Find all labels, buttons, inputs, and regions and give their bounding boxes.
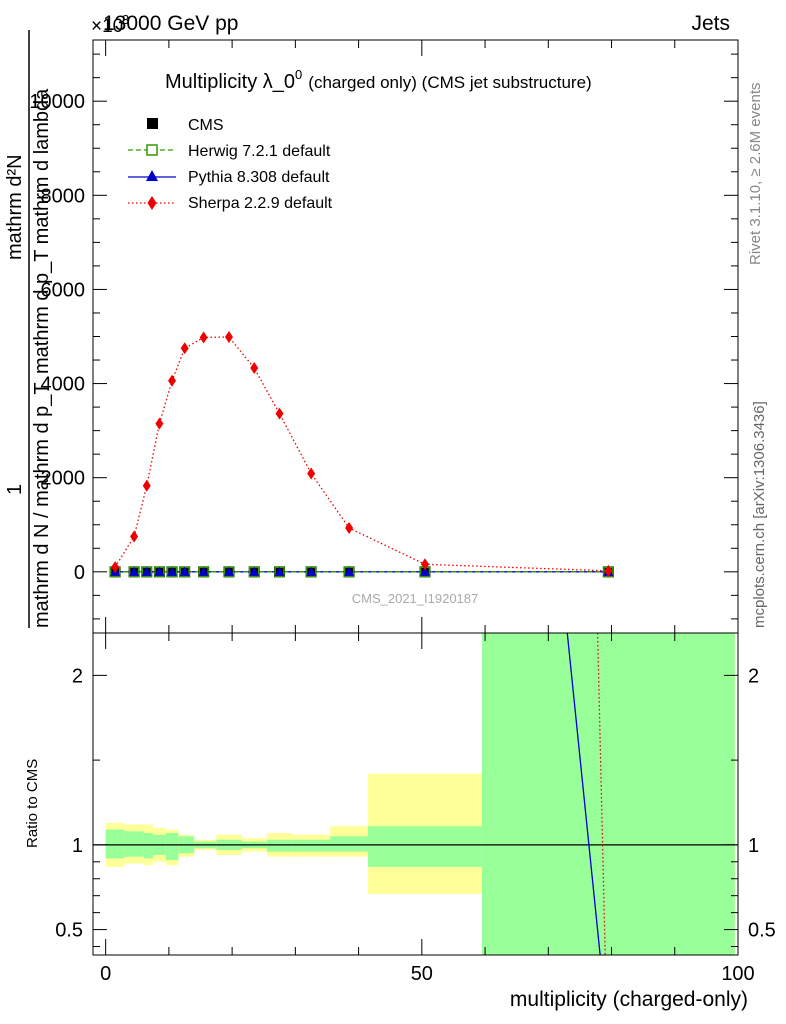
pythia-point xyxy=(141,566,152,576)
x-axis-label: multiplicity (charged-only) xyxy=(510,988,748,1011)
pythia-point xyxy=(419,566,430,576)
x-tick-label: 100 xyxy=(721,963,754,985)
legend-pythia: Pythia 8.308 default xyxy=(128,169,330,186)
header-right: Jets xyxy=(691,12,730,35)
ratio-y-tick-label: 2 xyxy=(72,665,83,687)
analysis-watermark: CMS_2021_I1920187 xyxy=(352,591,479,606)
ratio-y-tick-label-right: 1 xyxy=(748,835,759,857)
main-y-tick-label: 8000 xyxy=(41,185,86,207)
x-tick-label: 0 xyxy=(100,963,111,985)
main-y-tick-label: 10000 xyxy=(29,91,85,113)
ratio-band-inner xyxy=(292,839,331,852)
main-series-layer xyxy=(109,330,614,578)
pythia-point xyxy=(129,566,140,576)
main-plot-title: Multiplicity λ_00 (charged only) (CMS jet… xyxy=(165,67,592,93)
legend: CMS Herwig 7.2.1 default Pythia 8.308 de… xyxy=(128,117,333,212)
ratio-x-axis: 0 50 100 xyxy=(100,633,755,985)
ratio-sherpa-line xyxy=(596,632,606,956)
y-exponent-power: 3 xyxy=(122,12,129,27)
sherpa-point xyxy=(168,374,177,387)
sherpa-point xyxy=(307,467,316,480)
main-y-tick-label: 0 xyxy=(74,562,85,584)
sherpa-point xyxy=(199,331,208,344)
ratio-series-layer xyxy=(93,632,738,956)
y-label-top: mathrm d²N xyxy=(4,154,26,260)
sherpa-point xyxy=(420,558,429,571)
ratio-band-inner xyxy=(105,829,125,859)
pythia-point xyxy=(223,566,234,576)
sherpa-point xyxy=(180,342,189,355)
ratio-band-inner xyxy=(368,826,482,867)
pythia-point xyxy=(198,566,209,576)
pythia-point xyxy=(154,566,165,576)
ratio-plot-frame xyxy=(92,632,739,956)
ratio-pythia-line xyxy=(566,632,601,956)
sherpa-point xyxy=(130,530,139,543)
legend-sherpa: Sherpa 2.2.9 default xyxy=(128,195,333,212)
sherpa-point xyxy=(604,564,613,577)
sherpa-point xyxy=(275,407,284,420)
sherpa-line xyxy=(114,336,609,572)
main-y-tick-label: 4000 xyxy=(41,374,86,396)
y-exponent-base: ×10 xyxy=(91,16,123,37)
legend-herwig-marker xyxy=(146,144,158,156)
sherpa-point xyxy=(155,417,164,430)
rivet-label: Rivet 3.1.10, ≥ 2.6M events xyxy=(747,83,764,266)
ratio-y-tick-label-right: 0.5 xyxy=(748,920,776,942)
sherpa-point xyxy=(142,479,151,492)
ratio-y-tick-label: 1 xyxy=(72,835,83,857)
pythia-point xyxy=(249,566,260,576)
y-label-one: 1 xyxy=(4,484,26,495)
y-label-bottom: mathrm d N / mathrm d p_T xyxy=(31,382,53,628)
ratio-band-inner xyxy=(266,839,293,852)
x-tick-label: 50 xyxy=(411,963,433,985)
sherpa-point xyxy=(345,522,354,535)
legend-sherpa-marker xyxy=(147,196,157,210)
ratio-band-inner xyxy=(143,832,154,859)
sherpa-point xyxy=(111,561,120,574)
pythia-point xyxy=(167,566,178,576)
ratio-y-axis: 0.5 0.5 1 1 2 2 xyxy=(55,665,776,948)
y-exponent: ×10 3 xyxy=(91,12,129,37)
legend-herwig: Herwig 7.2.1 default xyxy=(128,143,331,160)
legend-cms-marker xyxy=(147,118,158,129)
pythia-point xyxy=(179,566,190,576)
legend-herwig-label: Herwig 7.2.1 default xyxy=(188,143,331,160)
main-x-ticks xyxy=(105,40,739,633)
ratio-band-inner xyxy=(330,836,369,852)
header-left: 13000 GeV pp xyxy=(103,12,238,35)
legend-pythia-marker xyxy=(146,170,158,181)
title-note: (charged only) (CMS jet substructure) xyxy=(308,73,591,92)
legend-sherpa-label: Sherpa 2.2.9 default xyxy=(188,195,333,212)
sherpa-point xyxy=(250,362,259,375)
ratio-band-inner xyxy=(481,633,735,955)
ratio-band-inner xyxy=(124,831,144,857)
ratio-plot-panel: 0.5 0.5 1 1 2 2 0 50 100 Ratio to CMS multiplic… xyxy=(24,632,776,1011)
main-y-tick-label: 2000 xyxy=(41,468,86,490)
legend-cms: CMS xyxy=(147,117,224,134)
mcplots-label: mcplots.cern.ch [arXiv:1306.3436] xyxy=(751,401,768,628)
legend-pythia-label: Pythia 8.308 default xyxy=(188,169,330,186)
title-power: 0 xyxy=(295,67,302,82)
main-y-axis-label: mathrm d²N mathrm d p_T mathrm d lambda … xyxy=(4,30,53,628)
ratio-band-inner xyxy=(165,832,179,861)
title-main: Multiplicity λ_0 xyxy=(165,71,295,93)
ratio-y-axis-label: Ratio to CMS xyxy=(24,759,41,848)
y-label-mid: mathrm d p_T mathrm d lambda xyxy=(31,88,53,374)
ratio-y-tick-label-right: 2 xyxy=(748,665,759,687)
legend-cms-label: CMS xyxy=(188,117,224,134)
sherpa-point xyxy=(224,330,233,343)
ratio-y-tick-label: 0.5 xyxy=(55,920,83,942)
pythia-point xyxy=(274,566,285,576)
main-y-axis: 0 2000 4000 6000 8000 10000 xyxy=(29,53,738,620)
pythia-point xyxy=(344,566,355,576)
pythia-point xyxy=(306,566,317,576)
main-y-tick-label: 6000 xyxy=(41,279,86,301)
